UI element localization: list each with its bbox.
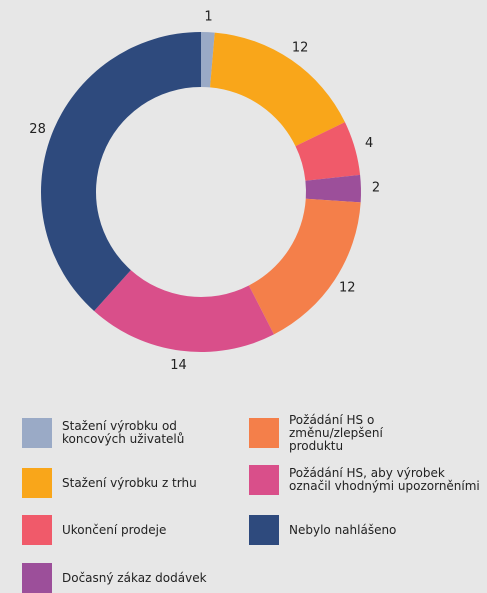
legend-label: Požádání HS o změnu/zlepšení produktu: [289, 412, 383, 453]
legend-swatch: [22, 418, 52, 448]
donut-segment: [210, 32, 345, 147]
legend-label: Nebylo nahlášeno: [289, 522, 397, 537]
legend-label: Dočasný zákaz dodávek: [62, 570, 207, 585]
data-label: 28: [29, 122, 46, 137]
data-label: 2: [372, 181, 380, 196]
chart: 1 12 4 2 12 14 28: [29, 10, 380, 373]
legend-swatch: [249, 515, 279, 545]
data-label: 12: [292, 40, 309, 55]
donut-segment: [305, 174, 362, 203]
legend-swatch: [249, 418, 279, 448]
data-label: 1: [204, 10, 212, 25]
data-label: 12: [339, 281, 356, 296]
data-label: 4: [365, 136, 373, 151]
legend-swatch: [249, 465, 279, 495]
donut-segment: [201, 32, 215, 88]
legend-swatch: [22, 468, 52, 498]
legend-label: Stažení výrobku z trhu: [62, 475, 197, 490]
legend-label: Ukončení prodeje: [62, 522, 167, 537]
legend-swatch: [22, 563, 52, 593]
donut-segment: [248, 198, 361, 335]
legend-swatch: [22, 515, 52, 545]
data-label: 14: [170, 358, 187, 373]
donut-segment: [40, 32, 201, 312]
legend-label: Požádání HS, aby výrobek označil vhodným…: [289, 466, 480, 493]
donut-segment: [94, 270, 274, 352]
donut-segment: [295, 122, 361, 181]
legend-label: Stažení výrobku od koncových uživatelů: [62, 419, 185, 446]
